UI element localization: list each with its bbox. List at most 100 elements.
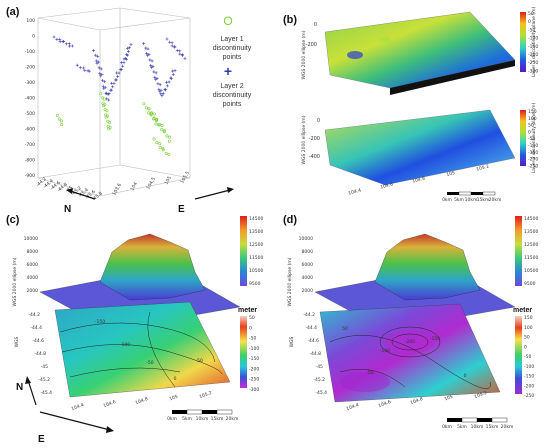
panel-d-y-ticks: -44.2 -44.4 -44.6 -44.8 -45 -45.2 -45.4 — [303, 312, 327, 396]
panel-c-meter-title: meter — [238, 307, 257, 314]
panel-c-meter-cb-tick: -50 — [249, 336, 256, 342]
layer1-point — [59, 119, 63, 123]
panel-d-x-tick: 105.2 — [474, 390, 488, 400]
panel-c-scalebar-label: 0km — [167, 416, 177, 422]
layer2-point — [99, 67, 103, 71]
panel-d-meter-cb-tick: 50 — [524, 335, 530, 341]
panel-c-contour-label: 50 — [197, 358, 203, 364]
panel-d-scalebar-label: 5km — [457, 424, 467, 430]
layer1-point — [160, 128, 164, 132]
panel-c-topo-cb-tick: 13500 — [249, 229, 263, 235]
panel-a-z-tick: 0 — [32, 34, 35, 40]
layer1-point — [101, 103, 105, 107]
layer1-point — [157, 122, 161, 126]
layer2-point — [61, 39, 65, 43]
legend-layer2-line2: discontinuity — [213, 92, 252, 99]
layer1-point — [154, 122, 158, 126]
layer2-point — [68, 44, 72, 48]
panel-d-topo-cb-tick: 11500 — [524, 255, 538, 261]
layer2-point — [158, 89, 162, 93]
layer1-point — [154, 118, 158, 122]
layer2-point — [171, 73, 175, 77]
layer2-point — [183, 57, 187, 60]
layer2-point — [96, 54, 100, 58]
panel-a-scatter-plot: 100 0 -100 -200 -300 -400 -500 -600 -700 -800 -900… — [25, 7, 252, 212]
panel-a-z-tick-labels: 100 0 -100 -200 -300 -400 -500 -600 -700 -800 -900 — [25, 18, 35, 179]
panel-b-bottom-ztick-1: -200 — [309, 136, 320, 142]
panel-d-scalebar-label: 20km — [501, 424, 514, 430]
panel-a-y-tick: 105 — [163, 175, 173, 186]
layer2-point — [98, 74, 102, 78]
panel-d-meter-cb-tick: 100 — [524, 325, 533, 331]
layer2-point — [150, 65, 154, 69]
layer2-point — [94, 53, 98, 57]
layer2-point — [75, 63, 79, 67]
layer2-point — [121, 64, 125, 68]
legend-layer2-symbol: + — [224, 63, 232, 79]
panel-d-y-tick: -45.4 — [315, 390, 327, 396]
layer2-point — [55, 37, 59, 41]
panel-c-x-tick: 104.4 — [71, 402, 85, 412]
panel-c-y-tick: -44.2 — [28, 312, 40, 318]
panel-a-compass: N E — [64, 187, 234, 212]
layer2-point — [95, 61, 99, 65]
panel-b-x-tick: 104.4 — [348, 187, 362, 196]
panel-a-z-tick: -400 — [25, 96, 35, 102]
panel-d-scalebar-label: 0km — [442, 424, 452, 430]
layer2-point — [52, 35, 56, 39]
panel-d-y-tick: -44.2 — [303, 312, 315, 318]
panel-b-scalebar: 0km 5km 10km 15km 20km — [442, 191, 502, 203]
panel-a-y-tick: 103.6 — [111, 182, 123, 196]
layer2-point — [164, 88, 168, 92]
layer2-point — [122, 57, 126, 61]
panel-d-meter-cb-tick: -200 — [524, 383, 534, 389]
layer1-point — [60, 123, 64, 127]
panel-d-zlabel: WGS 2000 ellipse (m) — [287, 257, 293, 306]
panel-c-zlabel: WGS 2000 ellipse (m) — [12, 257, 18, 306]
panel-b-bottom-colorbar-title: Layer 2 discontinuity plane (m) — [531, 103, 537, 174]
panel-c-z-tick: 10000 — [24, 236, 38, 242]
panel-b-top-cb-tick: 50 — [528, 11, 534, 17]
layer2-point — [94, 59, 98, 63]
panel-d-meter-cb-tick: 0 — [524, 344, 527, 350]
layer1-point — [152, 112, 156, 116]
panel-b-scalebar-label: 20km — [489, 197, 502, 203]
layer2-point — [157, 87, 161, 91]
layer2-point — [163, 87, 167, 91]
layer2-point — [178, 49, 182, 53]
panel-b-x-tick: 105 — [446, 170, 456, 178]
panel-a-z-tick: -100 — [25, 49, 35, 55]
layer2-point — [158, 83, 162, 87]
panel-b-bottom-cb-tick: 50 — [528, 123, 534, 129]
panel-d-z-ticks: 10000 8000 6000 4000 2000 — [299, 236, 313, 294]
panel-c-y-tick: -44.6 — [32, 338, 44, 344]
panel-d-meter-cb-tick: -100 — [524, 364, 534, 370]
panel-b-x-tick: 105.2 — [476, 163, 490, 172]
panel-b-top-cb-tick: -250 — [528, 60, 538, 66]
layer2-point — [145, 52, 149, 56]
layer2-point — [107, 98, 111, 102]
panel-a-z-tick: -300 — [25, 80, 35, 86]
layer2-point — [161, 91, 165, 95]
panel-d-meter-cb-tick: 150 — [524, 315, 533, 321]
panel-a-z-tick: -200 — [25, 65, 35, 71]
panel-c-contour-label: -50 — [146, 360, 153, 366]
panel-c-x-tick: 104.6 — [103, 399, 117, 409]
layer1-point — [104, 115, 108, 119]
layer2-point — [160, 94, 164, 98]
panel-c-meter-colorbar — [240, 316, 247, 388]
layer2-point — [97, 66, 101, 70]
panel-c-x-tick: 105.2 — [199, 390, 213, 400]
panel-d-meter-title: meter — [513, 307, 532, 314]
layer1-point — [161, 148, 165, 152]
panel-d-topo-cb-tick: 14500 — [524, 216, 538, 222]
layer1-surface — [324, 11, 516, 89]
panel-a-north-label: N — [64, 204, 71, 212]
panel-d-contour-labels: -200 -150 -100 -50 0 50 — [342, 326, 466, 379]
panel-c-y-tick: -45 — [41, 364, 48, 370]
panel-d-y-tick: -45.2 — [313, 377, 325, 383]
panel-b-bottom-ztick-2: -400 — [309, 154, 320, 160]
panel-c-contour-label: 0 — [174, 376, 177, 382]
panel-b-scalebar-label: 0km — [442, 197, 452, 203]
